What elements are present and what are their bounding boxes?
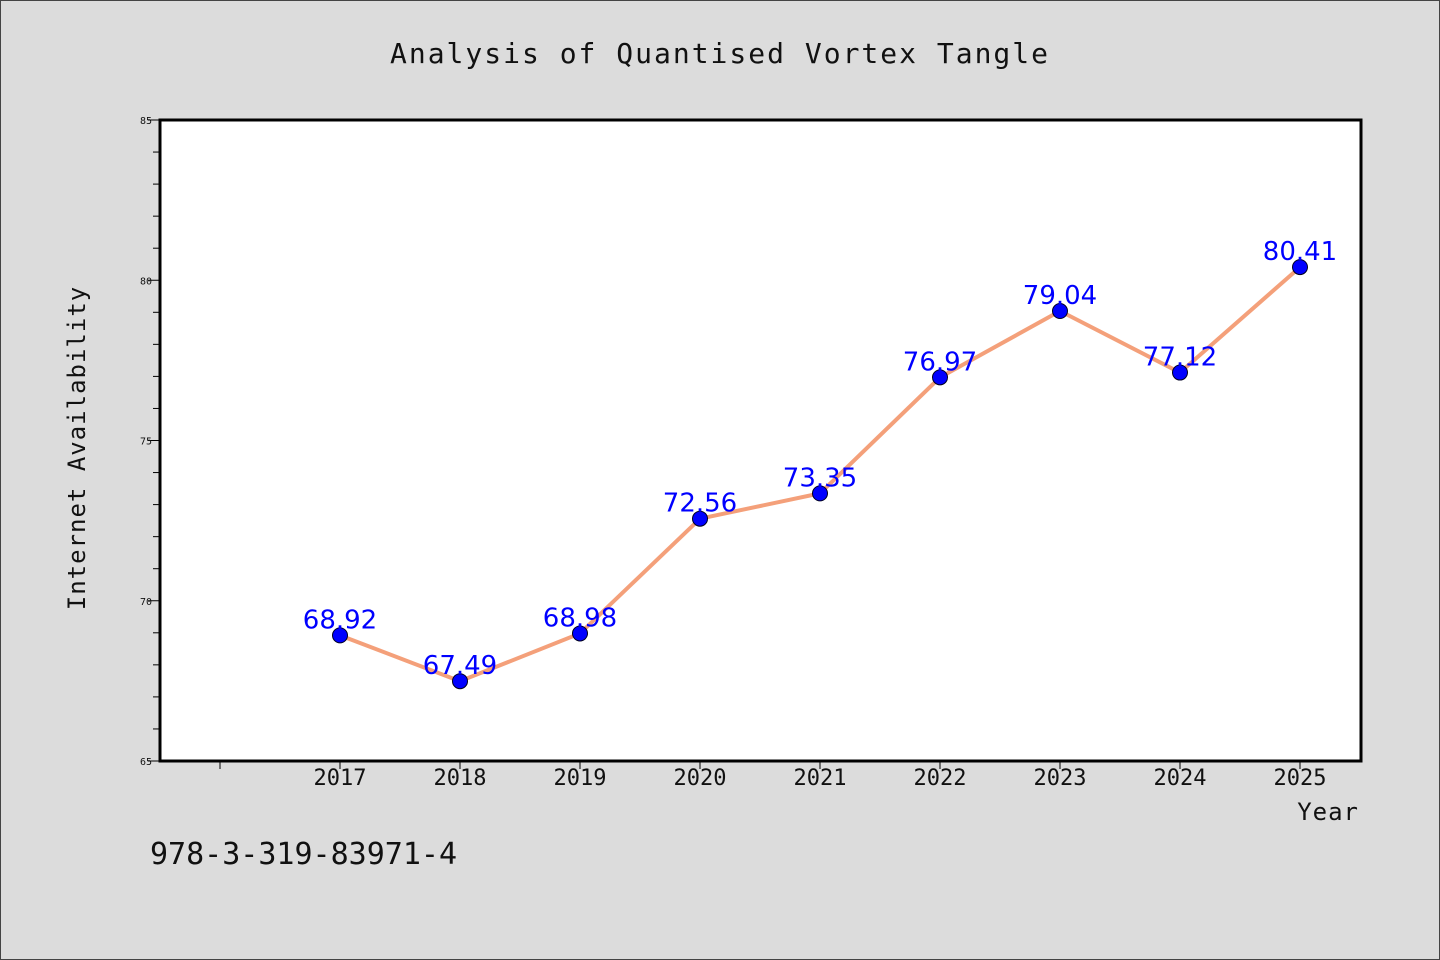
- y-tick-label: 85: [140, 116, 152, 127]
- data-point: [452, 673, 468, 690]
- y-tick-label: 65: [140, 757, 152, 768]
- data-point: [692, 510, 708, 527]
- data-label: 79.04: [1023, 281, 1097, 311]
- data-point: [1052, 303, 1068, 320]
- data-label: 73.35: [783, 463, 857, 493]
- x-tick-label: 2020: [674, 766, 727, 791]
- data-point: [932, 369, 948, 386]
- y-axis: 65 70 75 80 85: [140, 116, 160, 768]
- x-tick-label: 2025: [1274, 766, 1327, 791]
- series-layer: 68.92 67.49 68.98 72.56 73.35 76.97 79.04 77.12…: [303, 237, 1337, 690]
- x-tick-label: 2022: [914, 766, 967, 791]
- data-label: 68.92: [303, 605, 377, 635]
- data-label: 67.49: [423, 651, 497, 681]
- chart-title: Analysis of Quantised Vortex Tangle: [390, 37, 1050, 70]
- y-tick-label: 75: [140, 437, 152, 448]
- y-tick-label: 70: [140, 597, 152, 608]
- x-tick-label: 2017: [314, 766, 367, 791]
- data-label: 76.97: [903, 347, 977, 377]
- x-axis: 2017 2018 2019 2020 2021 2022 2023 2024 2025: [219, 761, 1327, 791]
- y-axis-label: Internet Availability: [63, 286, 91, 610]
- y-tick-label: 80: [140, 276, 152, 287]
- x-tick-label: 2023: [1034, 766, 1087, 791]
- plot-area: [158, 118, 1363, 763]
- x-tick-label: 2024: [1154, 766, 1207, 791]
- x-axis-label: Year: [1297, 798, 1359, 826]
- data-label: 77.12: [1143, 343, 1217, 373]
- data-point: [812, 485, 828, 502]
- isbn-text: 978-3-319-83971-4: [150, 837, 457, 872]
- x-tick-label: 2019: [554, 766, 607, 791]
- x-tick-label: 2018: [434, 766, 487, 791]
- data-point: [572, 625, 588, 642]
- data-label: 72.56: [663, 489, 737, 519]
- x-tick-label: 2021: [794, 766, 847, 791]
- data-point: [332, 627, 348, 644]
- data-point: [1172, 364, 1188, 381]
- data-label: 80.41: [1263, 237, 1337, 267]
- data-label: 68.98: [543, 603, 617, 633]
- data-point: [1292, 259, 1308, 276]
